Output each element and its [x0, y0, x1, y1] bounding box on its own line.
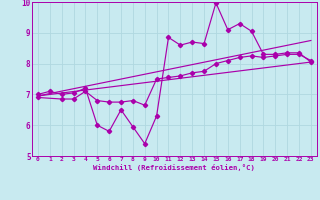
X-axis label: Windchill (Refroidissement éolien,°C): Windchill (Refroidissement éolien,°C): [93, 164, 255, 171]
